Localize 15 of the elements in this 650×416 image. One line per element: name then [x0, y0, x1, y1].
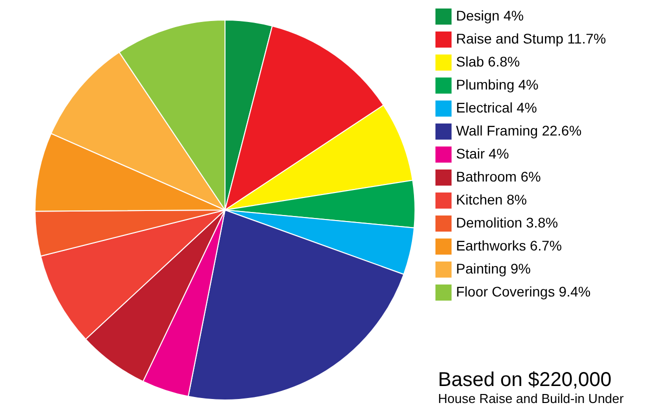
legend-label: Kitchen 8% [456, 192, 527, 208]
legend-label: Demolition 3.8% [456, 214, 558, 230]
legend-label: Stair 4% [456, 146, 509, 162]
text: Based on $220,000 [438, 369, 612, 391]
legend-label: Floor Coverings 9.4% [456, 284, 591, 300]
legend-label: Wall Framing 22.6% [456, 122, 582, 138]
text: House Raise and Build-in Under [438, 391, 624, 406]
legend-label: Earthworks 6.7% [456, 238, 562, 254]
legend-label: Raise and Stump 11.7% [456, 30, 606, 46]
legend-label: Electrical 4% [456, 100, 537, 116]
legend-label: Slab 6.8% [456, 54, 520, 70]
legend-label: Bathroom 6% [456, 168, 541, 184]
legend-label: Plumbing 4% [456, 76, 538, 92]
legend-label: Design 4% [456, 8, 524, 24]
legend-label: Painting 9% [456, 260, 531, 276]
